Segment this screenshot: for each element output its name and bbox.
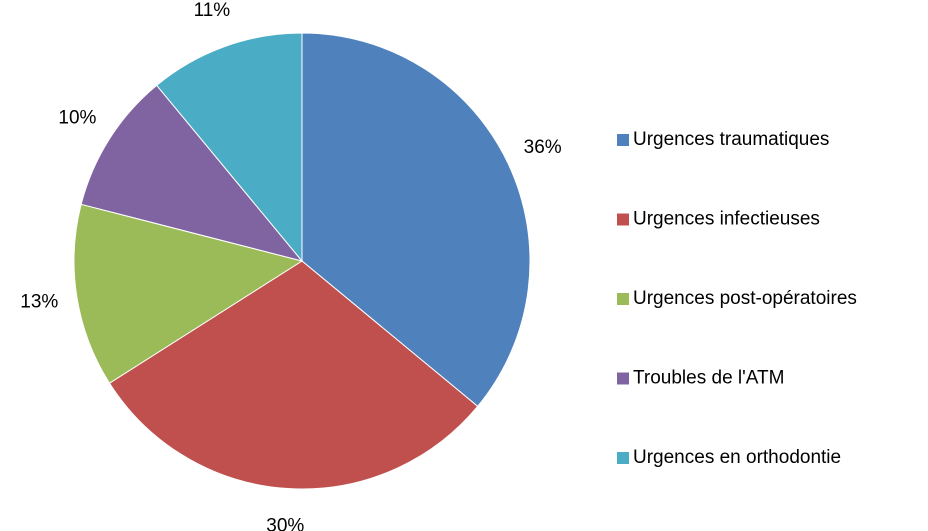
pie-slice <box>108 260 479 490</box>
data-label: 13% <box>20 292 58 313</box>
legend-label: Urgences traumatiques <box>633 129 829 150</box>
legend-swatch <box>617 372 629 385</box>
data-label: 10% <box>58 107 96 128</box>
legend-label: Urgences infectieuses <box>633 209 820 230</box>
pie-slice <box>73 203 304 384</box>
legend-swatch <box>617 293 629 305</box>
legend-label: Urgences post-opératoires <box>633 288 857 309</box>
data-label: 30% <box>266 515 304 531</box>
pie-slice <box>80 84 304 262</box>
data-label: 36% <box>524 137 562 158</box>
data-label: 11% <box>194 0 231 21</box>
legend-swatch <box>617 213 629 226</box>
legend-label: Urgences en orthodontie <box>633 447 841 468</box>
pie-slice <box>155 32 303 263</box>
legend-swatch <box>617 452 629 464</box>
legend-swatch <box>617 134 629 146</box>
pie-slice <box>301 32 531 408</box>
legend-label: Troubles de l'ATM <box>633 368 784 389</box>
